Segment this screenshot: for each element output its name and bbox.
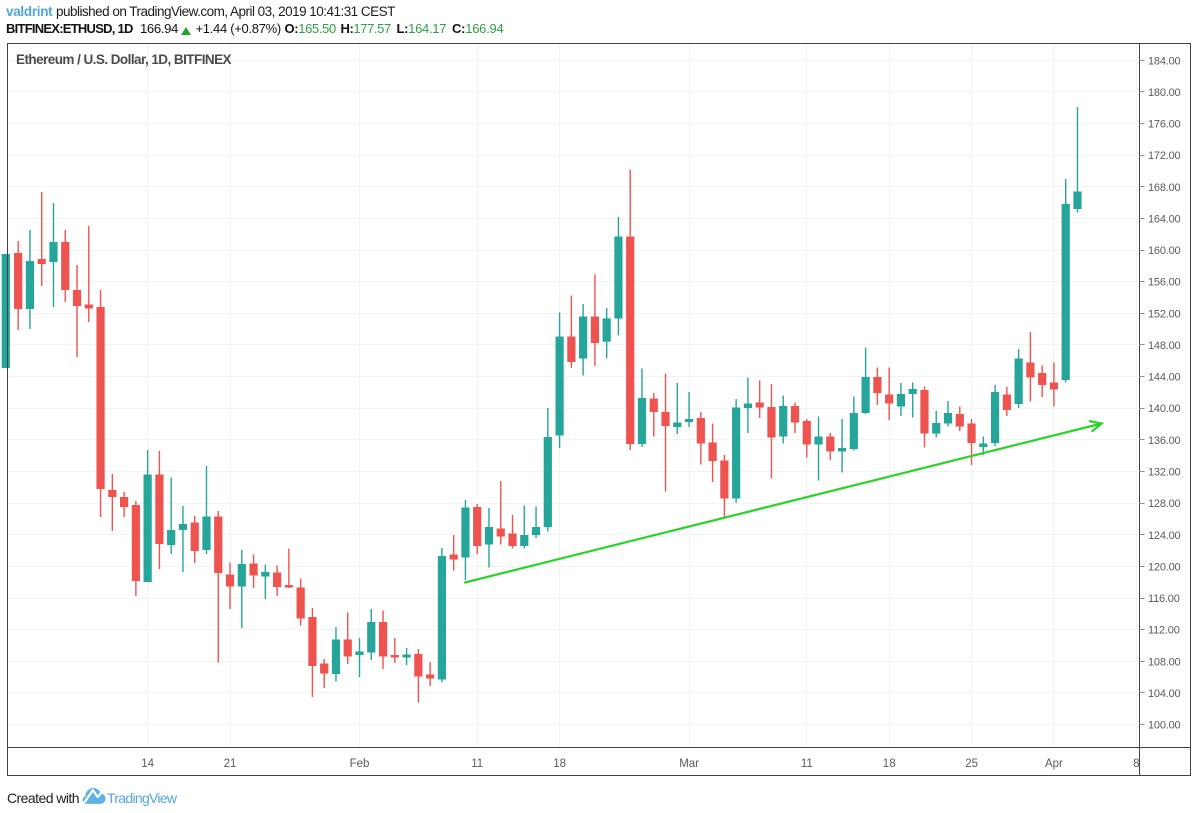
svg-text:160.00: 160.00: [1148, 245, 1181, 257]
svg-text:124.00: 124.00: [1148, 530, 1181, 542]
svg-text:164.00: 164.00: [1148, 213, 1181, 225]
svg-text:14: 14: [141, 758, 154, 770]
svg-text:172.00: 172.00: [1148, 150, 1181, 162]
svg-text:120.00: 120.00: [1148, 561, 1181, 573]
svg-text:Mar: Mar: [679, 758, 699, 770]
svg-text:184.00: 184.00: [1148, 55, 1181, 67]
svg-text:168.00: 168.00: [1148, 182, 1181, 194]
svg-text:132.00: 132.00: [1148, 467, 1181, 479]
svg-text:100.00: 100.00: [1148, 720, 1181, 732]
svg-text:8: 8: [1133, 758, 1139, 770]
svg-text:144.00: 144.00: [1148, 372, 1181, 384]
svg-text:148.00: 148.00: [1148, 340, 1181, 352]
svg-text:Apr: Apr: [1045, 758, 1063, 770]
svg-text:152.00: 152.00: [1148, 308, 1181, 320]
svg-text:18: 18: [553, 758, 566, 770]
svg-text:Feb: Feb: [350, 758, 370, 770]
svg-text:25: 25: [965, 758, 978, 770]
svg-text:18: 18: [883, 758, 896, 770]
svg-text:11: 11: [471, 758, 483, 770]
svg-text:128.00: 128.00: [1148, 498, 1181, 510]
svg-text:112.00: 112.00: [1148, 625, 1180, 637]
svg-text:11: 11: [801, 758, 813, 770]
svg-text:108.00: 108.00: [1148, 656, 1181, 668]
svg-text:104.00: 104.00: [1148, 688, 1181, 700]
svg-text:21: 21: [224, 758, 237, 770]
svg-text:180.00: 180.00: [1148, 87, 1181, 99]
svg-text:156.00: 156.00: [1148, 277, 1181, 289]
svg-text:176.00: 176.00: [1148, 119, 1181, 131]
svg-text:116.00: 116.00: [1148, 593, 1180, 605]
svg-text:136.00: 136.00: [1148, 435, 1181, 447]
svg-text:140.00: 140.00: [1148, 403, 1181, 415]
